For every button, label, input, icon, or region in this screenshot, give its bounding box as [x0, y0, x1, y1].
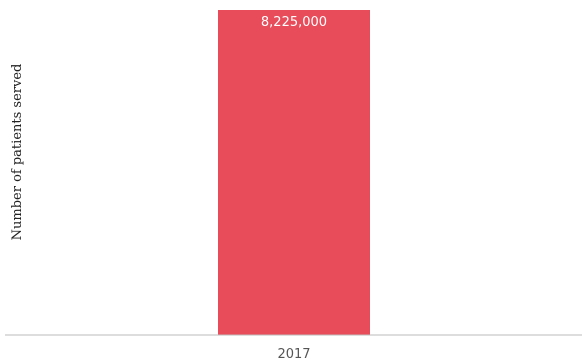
x-tick-label-2017: 2017 — [277, 347, 310, 362]
y-axis-label: Number of patients served — [10, 64, 25, 241]
bar-value-label-2017: 8,225,000 — [261, 15, 327, 30]
plot-area: 8,225,000 2017 — [218, 10, 370, 362]
bar-2017 — [218, 10, 370, 335]
